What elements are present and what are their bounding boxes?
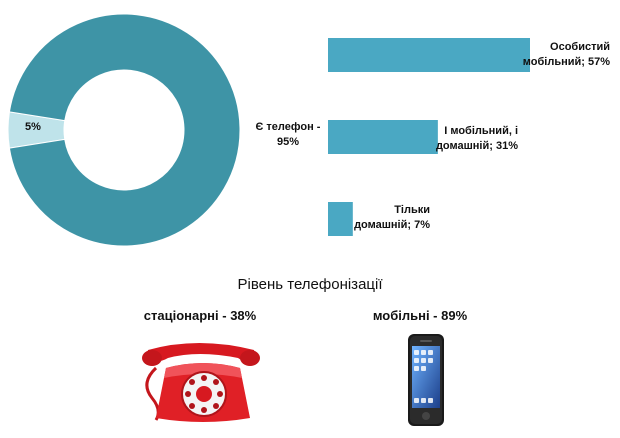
slice-label-line: Є телефон - <box>255 121 321 133</box>
bar-3 <box>328 202 353 236</box>
landline-stat: стаціонарні - 38% <box>143 308 257 323</box>
rotary-telephone-icon <box>138 328 268 433</box>
mobile-stat: мобільні - 89% <box>372 308 468 323</box>
donut-chart <box>7 13 241 247</box>
bar-label-line: І мобільний, і <box>444 125 518 137</box>
bar-label-line: Особистий <box>550 41 610 53</box>
bar-label-line: домашній; 7% <box>354 219 430 231</box>
bar-label-line: мобільний; 57% <box>522 56 610 68</box>
slice-label-has-phone: Є телефон - 95% <box>248 120 328 150</box>
smartphone-icon <box>402 332 452 437</box>
section-title: Рівень телефонізації <box>237 276 383 293</box>
bar-label-line: домашній; 31% <box>435 140 518 152</box>
bar-label-1: Особистий мобільний; 57% <box>500 40 610 70</box>
bar-1 <box>328 38 530 72</box>
bar-chart <box>328 38 530 236</box>
slice-label-no-phone: 5% <box>25 121 41 133</box>
bar-label-2: І мобільний, і домашній; 31% <box>400 124 518 154</box>
slice-label-line: 95% <box>276 136 300 148</box>
bar-label-3: Тільки домашній; 7% <box>320 203 430 233</box>
bar-label-line: Тільки <box>394 204 430 216</box>
donut-slice-has-phone <box>8 13 241 247</box>
bar-2 <box>328 120 438 154</box>
